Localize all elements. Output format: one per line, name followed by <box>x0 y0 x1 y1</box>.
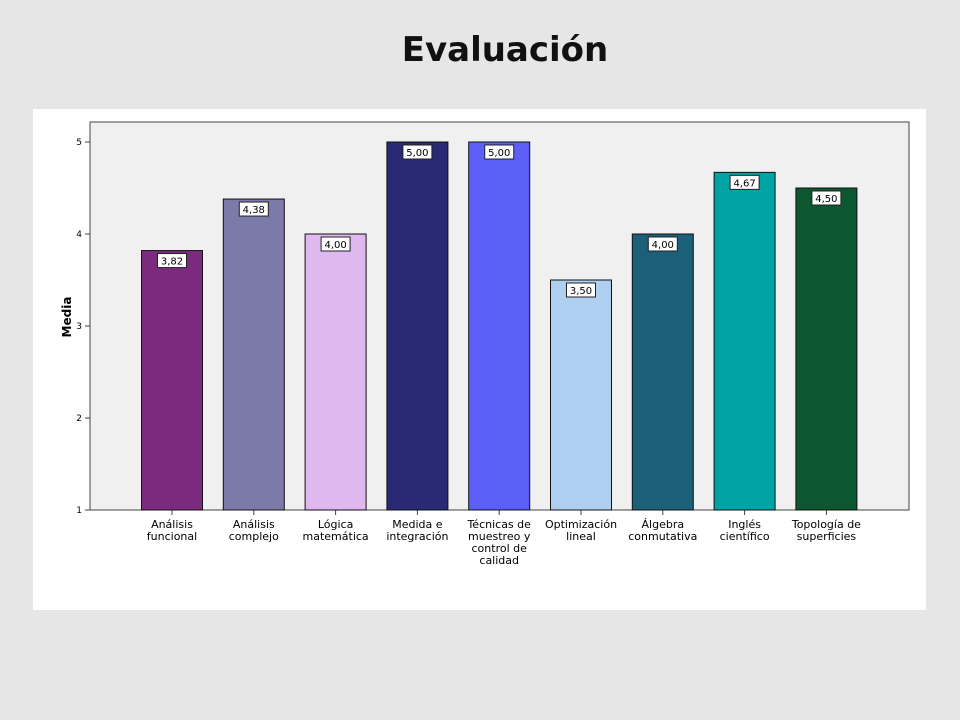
bar <box>468 141 531 511</box>
bar <box>141 250 203 511</box>
y-axis-title: Media <box>60 297 74 338</box>
category-label: científico <box>720 530 770 543</box>
category-label: conmutativa <box>628 530 697 543</box>
value-label-box <box>157 253 187 269</box>
value-label: 4,67 <box>733 178 755 189</box>
y-tick-label: 5 <box>76 138 82 148</box>
category-label: complejo <box>229 530 279 543</box>
category-label: Análisis <box>233 518 275 531</box>
bar <box>631 233 694 511</box>
value-label: 4,50 <box>815 194 837 205</box>
value-label: 3,50 <box>570 286 592 297</box>
value-label-box <box>484 144 515 160</box>
bar <box>550 279 612 511</box>
value-label-box <box>647 236 678 252</box>
value-label-box <box>811 190 842 206</box>
value-label-box <box>566 282 596 298</box>
value-label-box <box>238 201 269 217</box>
bar <box>304 233 367 511</box>
y-tick-label: 3 <box>76 322 82 332</box>
y-tick-label: 2 <box>76 414 82 424</box>
category-label: funcional <box>147 530 197 543</box>
bar <box>713 171 776 511</box>
value-label: 5,00 <box>406 148 428 159</box>
category-label: Lógica <box>318 518 354 531</box>
category-label: Análisis <box>151 518 193 531</box>
bar <box>795 187 858 511</box>
value-label: 4,00 <box>324 240 346 251</box>
value-label-box <box>402 144 433 160</box>
category-label: Optimización <box>545 518 617 531</box>
bar <box>386 141 449 511</box>
category-label: Medida e <box>392 518 443 531</box>
value-label-box <box>729 174 760 190</box>
category-label: lineal <box>566 530 596 543</box>
category-label: control de <box>472 542 528 555</box>
category-label: superficies <box>797 530 857 543</box>
category-label: muestreo y <box>468 530 531 543</box>
value-label: 5,00 <box>488 148 510 159</box>
category-label: matemática <box>303 530 369 543</box>
value-label-box <box>320 236 351 252</box>
y-tick-label: 4 <box>76 230 82 240</box>
category-label: Topología de <box>791 518 861 531</box>
value-label: 4,38 <box>243 205 265 216</box>
category-label: calidad <box>479 554 519 567</box>
category-label: Inglés <box>728 518 761 531</box>
value-label: 3,82 <box>161 257 183 268</box>
value-label: 4,00 <box>652 240 674 251</box>
y-tick-label: 1 <box>76 506 82 516</box>
category-label: Álgebra <box>642 518 685 531</box>
bar <box>222 198 285 511</box>
category-label: integración <box>386 530 448 543</box>
category-label: Técnicas de <box>466 518 531 531</box>
slide-title: Evaluación <box>401 30 609 70</box>
